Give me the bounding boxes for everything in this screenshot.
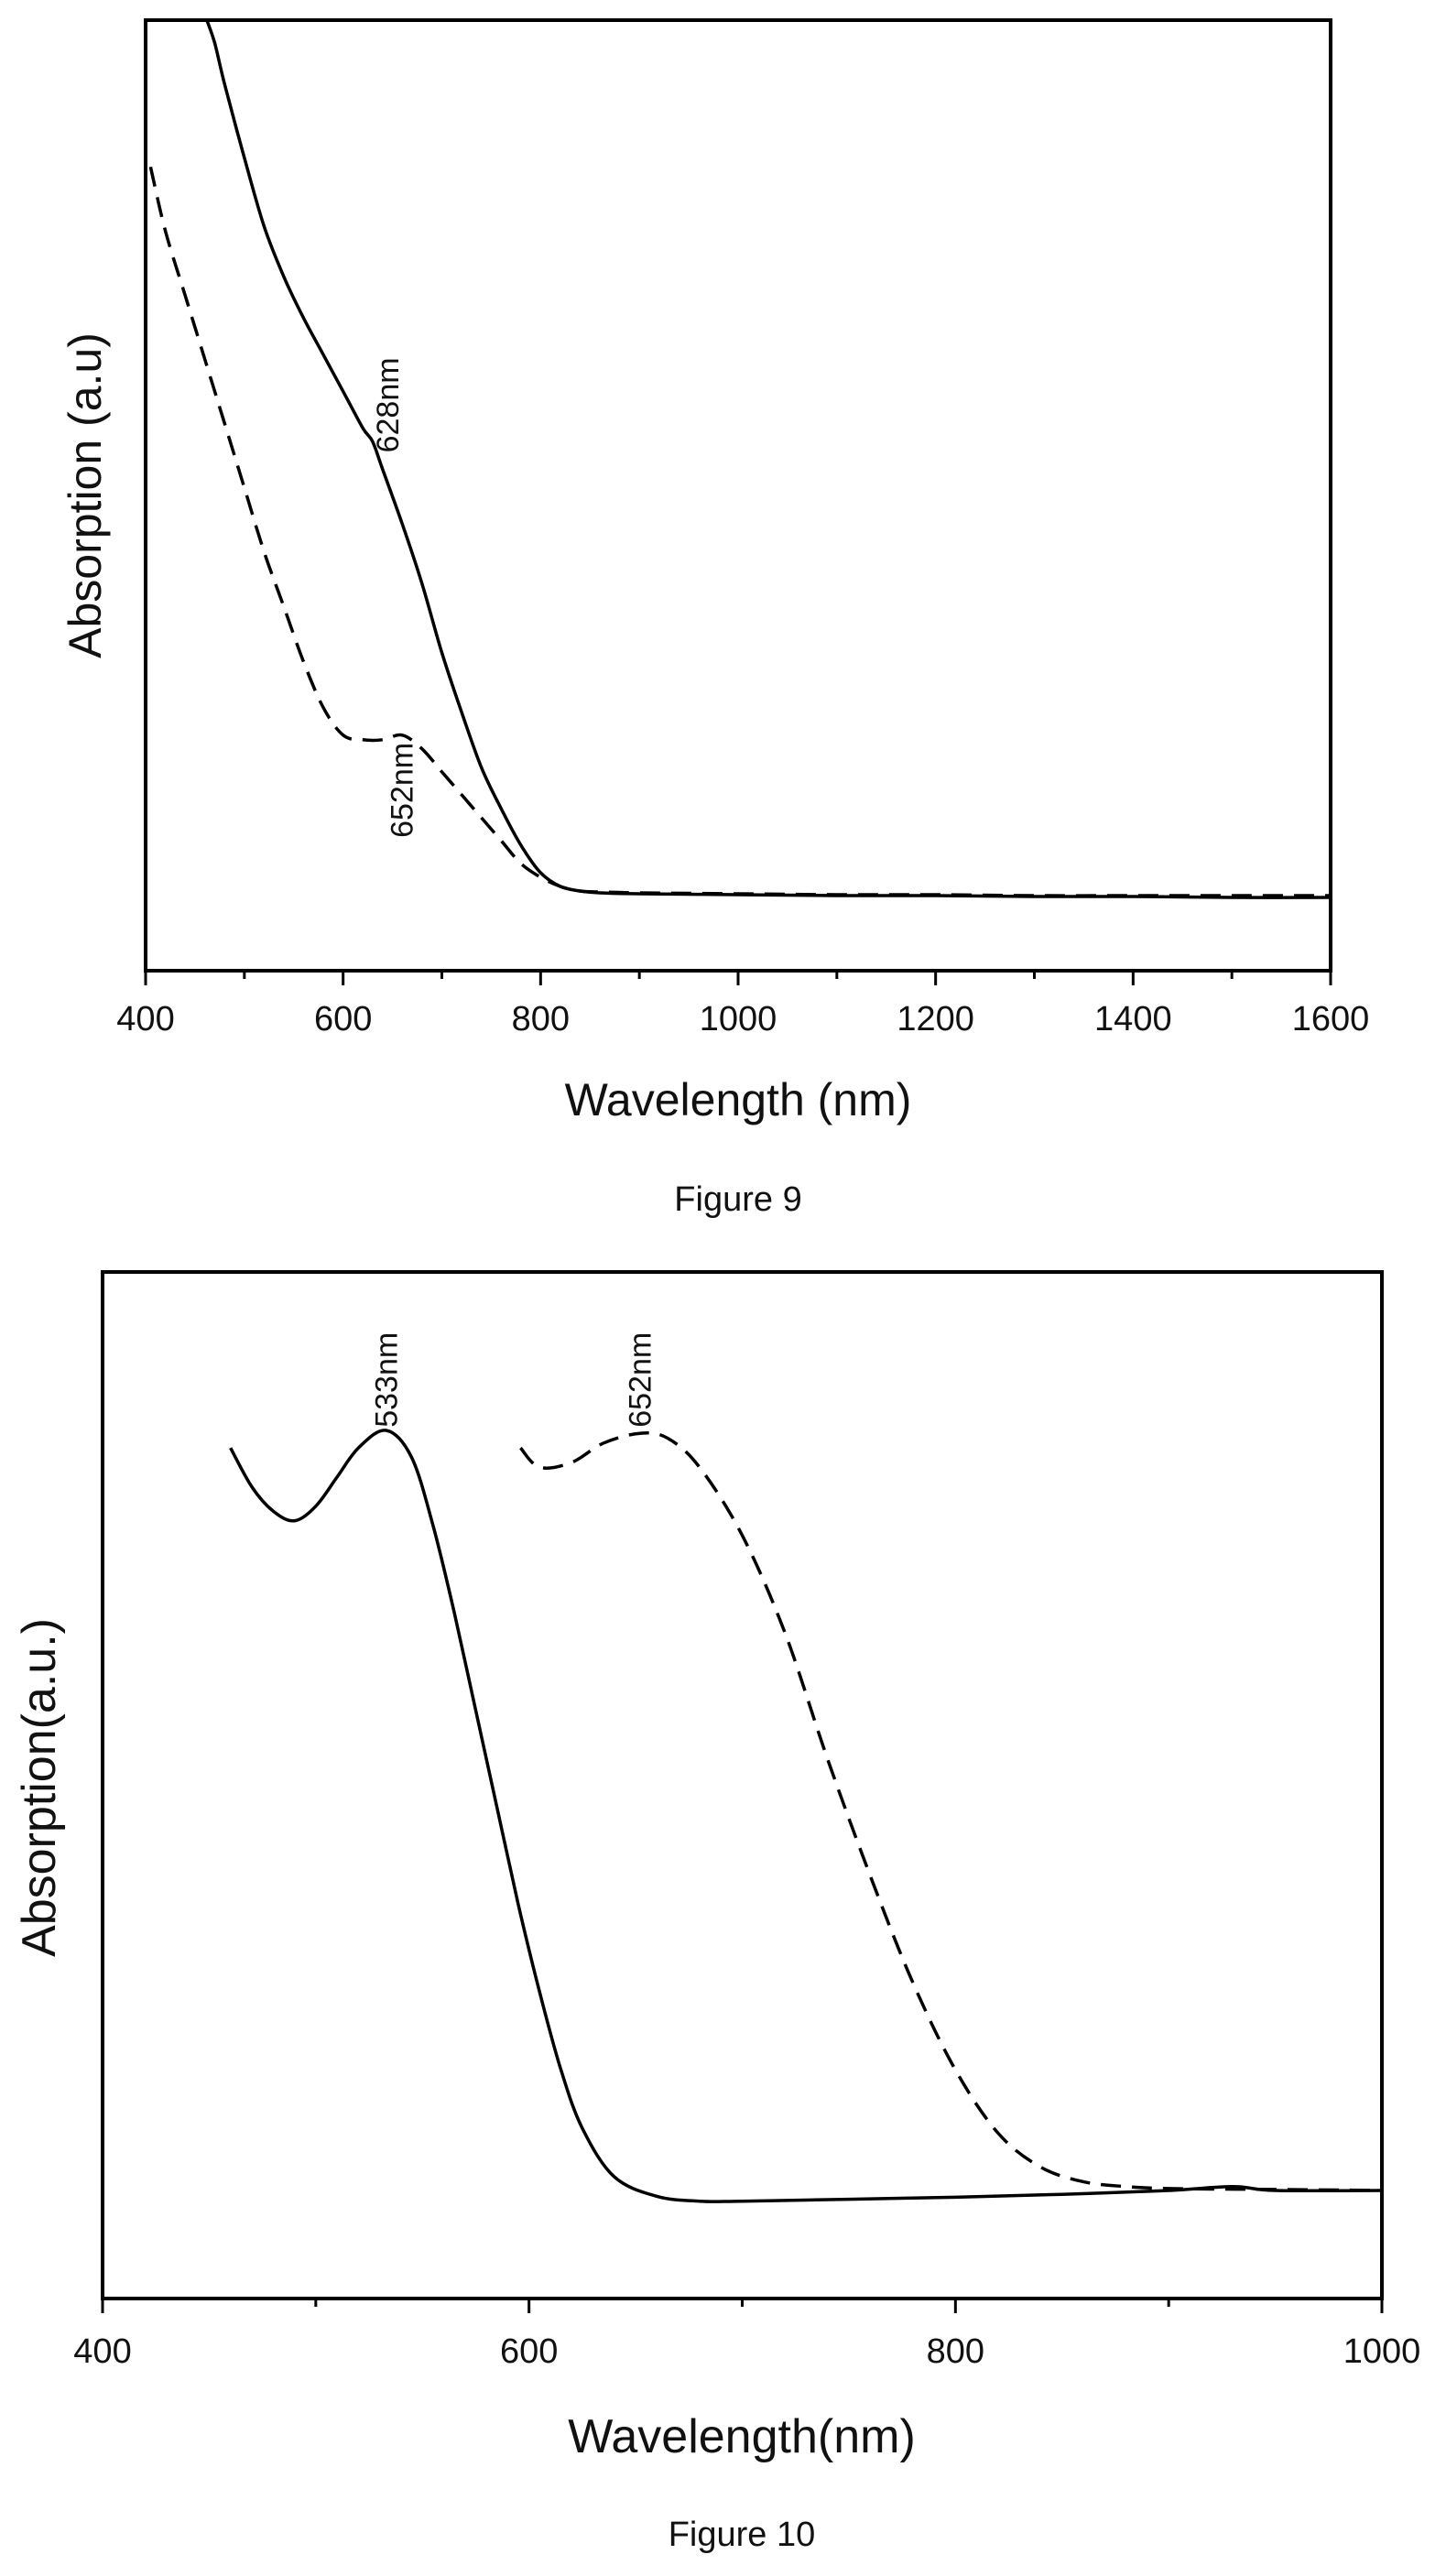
fig9-annotation-628nm: 628nm — [371, 357, 406, 452]
fig9-x-ticks — [144, 971, 1332, 985]
x-tick-label: 400 — [116, 1000, 174, 1038]
x-tick-label: 800 — [512, 1000, 570, 1038]
fig10-y-axis-title: Absorption(a.u.) — [13, 1618, 66, 1957]
dashed-series-line — [148, 166, 1331, 897]
fig10-series — [229, 1429, 1383, 2203]
x-tick-label: 1400 — [1094, 1000, 1172, 1038]
x-tick-label: 1000 — [700, 1000, 777, 1038]
x-tick-label: 1600 — [1292, 1000, 1370, 1038]
figure-9: 400 600 800 1000 1200 1400 1600 628nm 652nm Wa… — [60, 18, 1369, 1219]
x-tick-label: 1200 — [897, 1000, 974, 1038]
fig9-annotation-652nm: 652nm — [386, 743, 420, 838]
fig10-annotation-652nm: 652nm — [624, 1332, 658, 1428]
x-tick-label: 600 — [314, 1000, 372, 1038]
figure-10: 400 600 800 1000 533nm 652nm Wavelength(nm)… — [13, 1270, 1420, 2554]
x-tick-label: 600 — [500, 2332, 558, 2371]
x-tick-label: 1000 — [1343, 2332, 1421, 2371]
solid-series-line — [229, 1429, 1383, 2203]
fig10-x-tick-labels: 400 600 800 1000 — [73, 2332, 1420, 2371]
fig9-caption: Figure 9 — [674, 1180, 801, 1219]
fig10-annotation-533nm: 533nm — [370, 1332, 405, 1428]
fig9-series — [148, 19, 1332, 899]
fig10-x-ticks — [101, 2299, 1384, 2313]
fig9-y-axis-title: Absorption (a.u) — [60, 332, 111, 658]
x-tick-label: 400 — [73, 2332, 131, 2371]
fig9-x-axis-title: Wavelength (nm) — [565, 1074, 912, 1125]
fig10-caption: Figure 10 — [669, 2516, 816, 2554]
fig10-x-axis-title: Wavelength(nm) — [568, 2410, 916, 2463]
x-tick-label: 800 — [927, 2332, 984, 2371]
fig9-x-tick-labels: 400 600 800 1000 1200 1400 1600 — [116, 1000, 1369, 1038]
